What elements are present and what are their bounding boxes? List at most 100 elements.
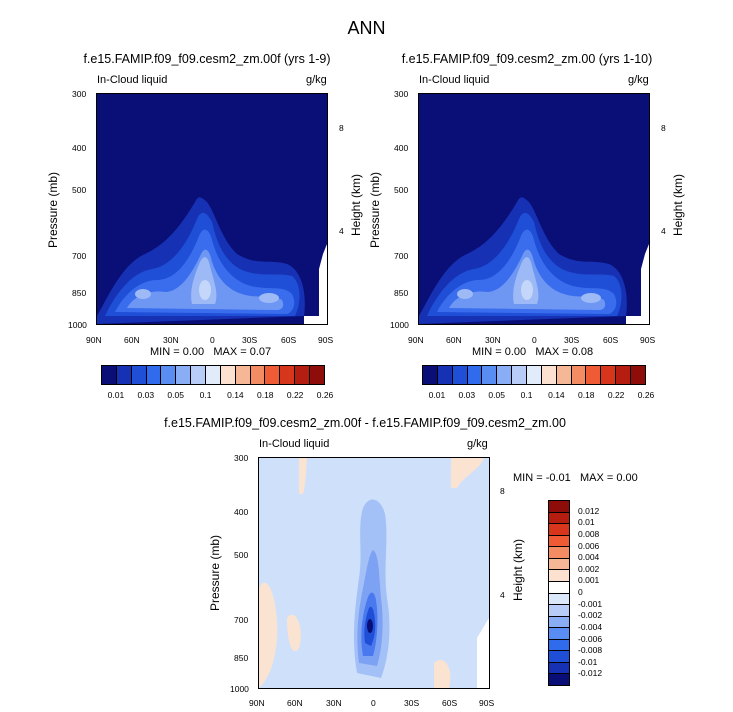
panel1-colorbar-swatch [160,366,176,384]
panel1-max-value: 0.07 [249,346,272,358]
panel2-colorbar [422,365,646,385]
panel3-contour-level [367,619,373,633]
panel3-colorbar-label: 0.004 [578,552,600,563]
panel2-colorbar-swatch [436,366,452,384]
panel3-xtick: 90N [249,698,265,708]
panel3-ytick: 500 [234,550,249,560]
panel3-colorbar-swatch [549,501,569,512]
panel3-colorbar-label: -0.001 [578,598,603,609]
panel1-colorbar-swatch [249,366,265,384]
panel2-colorbar-swatch [585,366,601,384]
panel1-ylabel-right: Height (km) [349,173,363,237]
panel3-colorbar-swatch [549,580,569,593]
panel3-xtick: 0 [371,698,376,708]
panel1-title: f.e15.FAMIP.f09_f09.cesm2_zm.00f (yrs 1-… [83,52,331,66]
panel2-xtick: 30S [564,335,580,345]
panel1-colorbar-swatch [309,366,324,384]
panel2-missing-region [626,244,649,324]
panel2-xtick: 60N [446,335,462,345]
panel2-colorbar-swatch [423,366,437,384]
panel2-colorbar-label: 0.05 [488,390,505,400]
panel3-units-label: g/kg [467,438,488,450]
panel3-ylabel: Pressure (mb) [208,534,222,612]
panel3-ytick: 1000 [230,684,249,694]
panel3-colorbar-label: -0.006 [578,633,603,644]
panel1-max-label: MAX = [213,346,247,358]
panel2-xtick: 90S [640,335,656,345]
panel1-ytick: 300 [72,89,87,99]
panel1-xtick: 60S [281,335,297,345]
panel2-colorbar-label: 0.22 [607,390,625,400]
panel1-xtick: 30S [242,335,258,345]
panel3-xtick: 60N [287,698,303,708]
panel2-contour-level [521,280,533,300]
panel3-ytick: 850 [234,653,249,663]
panel3-xtick: 30N [326,698,342,708]
panel2-colorbar-label: 0.03 [458,390,476,400]
panel2-colorbar-label: 0.26 [637,390,655,400]
panel3-plot-area [258,457,490,689]
panel2-colorbar-swatch [511,366,527,384]
panel2-max-value: 0.08 [571,346,594,358]
panel2-ytick: 500 [394,185,409,195]
panel3-colorbar-swatch [549,557,569,570]
panel3-colorbar-swatch [549,627,569,639]
panel1-colorbar-label: 0.05 [167,390,184,400]
panel3-stats: MIN = -0.01 MAX = 0.00 [513,472,638,484]
panel3-colorbar-label: 0.001 [578,575,600,586]
panel1-colorbar-swatch [279,366,295,384]
panel1-contour [97,94,327,324]
panel2-stats: MIN = 0.00 MAX = 0.08 [472,346,593,358]
panel2-colorbar-swatch [570,366,586,384]
panel3-colorbar-swatch [549,546,569,558]
panel3-colorbar-swatch [549,511,569,524]
panel1-colorbar-label: 0.22 [286,390,304,400]
panel1-ytick: 700 [72,251,87,261]
panel2-ylabel: Pressure (mb) [368,171,382,249]
panel1-colorbar-label: 0.03 [137,390,155,400]
panel3-colorbar-swatch [549,592,569,605]
panel2-colorbar-swatch [555,366,571,384]
panel3-ytick: 700 [234,615,249,625]
panel3-title: f.e15.FAMIP.f09_f09.cesm2_zm.00f - f.e15… [164,416,566,430]
panel3-yright-tick: 4 [500,590,505,600]
panel3-colorbar-label: 0.008 [578,528,600,539]
panel1-ylabel: Pressure (mb) [46,171,60,249]
panel3-max-label: MAX = [579,472,614,484]
panel1-left-label: In-Cloud liquid [97,74,168,86]
panel1-colorbar-swatch [130,366,146,384]
panel3-left-label: In-Cloud liquid [259,438,330,450]
panel3-ytick: 400 [234,507,249,517]
panel2-colorbar-swatch [451,366,467,384]
panel2-min-value: 0.00 [504,346,527,358]
panel2-colorbar-swatch [615,366,631,384]
panel2-left-label: In-Cloud liquid [419,74,490,86]
panel2-contour-level [457,289,473,299]
panel1-colorbar-swatch [264,366,280,384]
panel2-colorbar-label: 0.14 [548,390,565,400]
panel3-contour [259,458,489,688]
panel2-colorbar-swatch [630,366,645,384]
panel1-xtick: 90S [318,335,334,345]
panel3-colorbar [548,500,570,686]
panel2-yright-tick: 8 [661,123,666,133]
panel2-colorbar-swatch [466,366,482,384]
panel1-colorbar-label: 0.1 [199,390,212,400]
panel3-yright-tick: 8 [500,486,505,496]
panel2-ytick: 850 [394,288,409,298]
panel1-colorbar-swatch [190,366,206,384]
panel3-colorbar-label: 0.01 [578,517,595,528]
panel3-colorbar-label: -0.002 [578,610,603,621]
panel3-contour-level [259,582,278,688]
panel1-xtick: 0 [210,335,215,345]
panel3-colorbar-label: 0.006 [578,540,600,551]
panel2-units-label: g/kg [628,74,649,86]
panel3-colorbar-swatch [549,673,569,685]
panel1-min-label: MIN = [150,346,180,358]
panel1-missing-region [304,244,327,324]
panel2-contour [419,94,649,324]
panel2-colorbar-swatch [481,366,497,384]
panel1-colorbar-label: 0.18 [256,390,274,400]
panel3-contour-level [287,614,301,652]
panel1-ytick: 850 [72,288,87,298]
